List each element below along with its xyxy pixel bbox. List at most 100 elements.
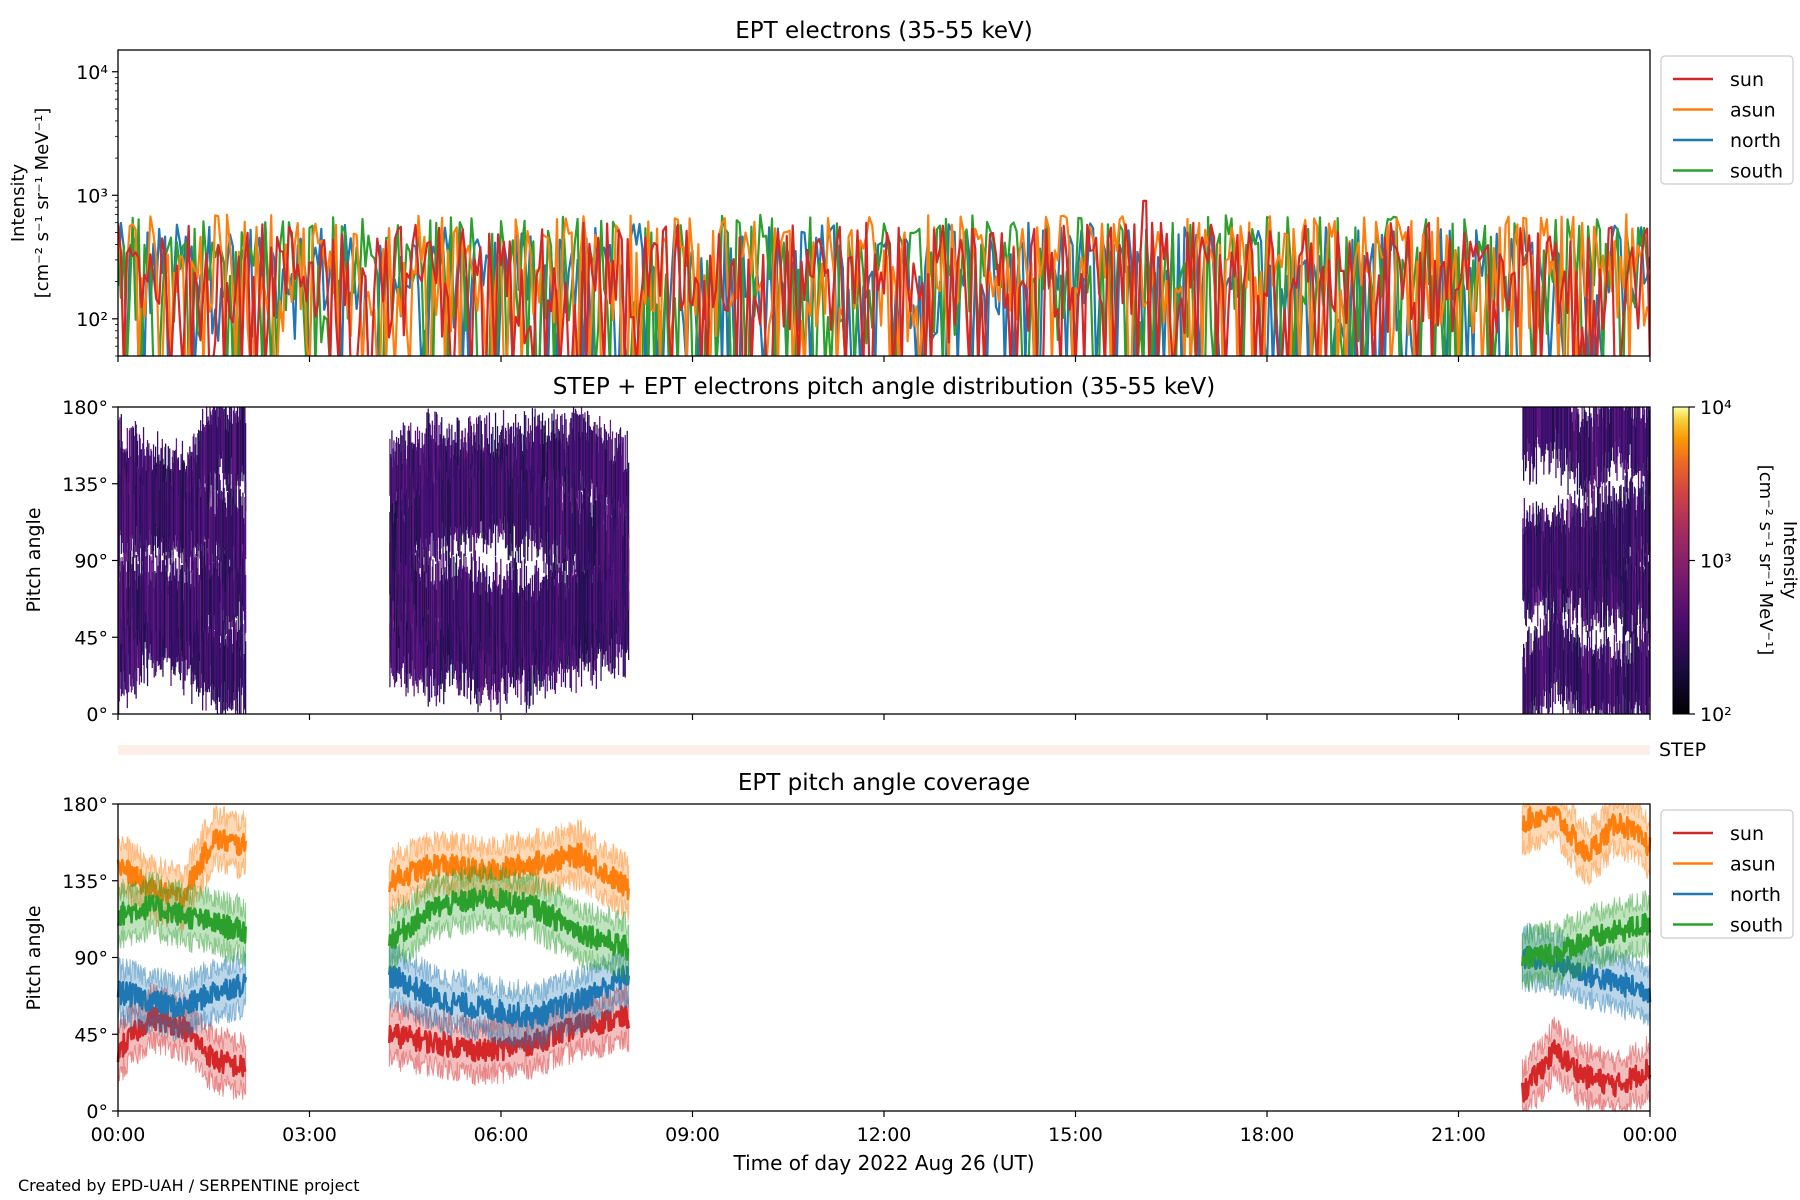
pad-cell — [230, 515, 233, 567]
pad-cell — [401, 435, 403, 490]
pad-cell — [517, 488, 519, 551]
pad-cell — [1528, 407, 1530, 444]
pad-cell — [554, 619, 556, 690]
pad-cell — [1629, 407, 1632, 442]
pad-cell — [1628, 407, 1630, 455]
pad-cell — [1578, 414, 1580, 464]
pad-cell — [609, 545, 612, 611]
pad-cell — [152, 491, 155, 552]
pad-cell — [151, 471, 153, 555]
pad-cell — [215, 556, 217, 629]
pad-cell — [1564, 520, 1566, 579]
pad-cell — [171, 580, 173, 670]
pad-cell — [394, 542, 396, 632]
pad-cell — [130, 550, 132, 638]
pad-cell — [413, 548, 415, 605]
pad-cell — [562, 425, 564, 477]
pad-cell — [1539, 407, 1542, 449]
pad-cell — [130, 631, 132, 687]
pad-cell — [615, 604, 617, 657]
pad-cell — [461, 578, 463, 642]
pad-cell — [1571, 517, 1573, 571]
pad-cell — [1634, 628, 1636, 705]
pad-cell — [483, 452, 485, 540]
pad-cell — [214, 631, 216, 687]
pad-cell — [136, 589, 139, 646]
pad-cell — [466, 627, 468, 699]
pad-cell — [405, 565, 407, 625]
pad-cell — [225, 507, 227, 556]
pad-cell — [564, 413, 566, 482]
pad-cell — [170, 599, 172, 686]
pad-cell — [203, 545, 205, 632]
pad-cell — [1613, 569, 1615, 630]
pad-cell — [213, 407, 215, 491]
pad-cell — [576, 582, 578, 634]
pad-cell — [415, 495, 417, 545]
pad-cell — [486, 565, 488, 629]
pad-cell — [458, 465, 460, 540]
pad-cell — [1625, 541, 1627, 635]
pad-cell — [402, 612, 404, 664]
pad-cell — [1576, 642, 1578, 692]
pad-cell — [122, 626, 124, 694]
pad-cell — [564, 599, 567, 655]
pad-cell — [1524, 532, 1526, 600]
pad-cell — [1646, 407, 1648, 457]
pad-cell — [439, 434, 441, 494]
pad-cell — [157, 459, 159, 528]
pad-cell — [422, 485, 425, 550]
pad-cell — [126, 451, 128, 544]
pad-cell — [1571, 411, 1573, 462]
pad-cell — [509, 485, 511, 556]
pad-cell — [132, 426, 134, 518]
pad-cell — [450, 578, 452, 652]
pad-cell — [148, 584, 150, 657]
pad-cell — [551, 413, 553, 506]
pad-cell — [132, 548, 135, 641]
pad-cell — [185, 573, 187, 656]
pad-cell — [621, 539, 624, 598]
pad-cell — [1561, 611, 1563, 686]
pad-cell — [1559, 407, 1561, 462]
pad-cell — [1551, 521, 1553, 598]
pad-cell — [245, 423, 247, 512]
pad-cell — [512, 478, 514, 568]
pad-cell — [482, 563, 484, 651]
pad-cell — [543, 481, 546, 552]
pad-cell — [396, 436, 398, 492]
pad-cell — [518, 493, 520, 547]
coverage-line-asun — [1521, 806, 1652, 862]
pad-cell — [585, 440, 587, 504]
pad-cell — [1621, 559, 1624, 618]
pad-cell — [1548, 648, 1550, 713]
pad-cell — [556, 414, 558, 509]
pad-cell — [1637, 407, 1639, 463]
pad-cell — [235, 523, 237, 619]
pad-cell — [599, 416, 601, 512]
pad-cell — [431, 583, 433, 650]
pad-cell — [1623, 486, 1625, 545]
pad-cell — [1597, 648, 1599, 714]
pad-cell — [597, 566, 599, 654]
pad-cell — [573, 492, 575, 556]
pad-cell — [241, 407, 243, 466]
pad-cell — [551, 620, 553, 676]
pad-cell — [435, 480, 437, 541]
pad-cell — [197, 553, 199, 621]
pad-cell — [515, 562, 517, 656]
pad-cell — [1645, 496, 1647, 578]
pad-cell — [552, 420, 554, 503]
pad-cell — [1600, 407, 1603, 472]
pad-cell — [603, 482, 606, 572]
pad-cell — [578, 567, 581, 659]
pad-cell — [546, 469, 548, 532]
pad-cell — [175, 570, 178, 641]
pad-cell — [238, 647, 241, 714]
pad-cell — [422, 463, 424, 552]
pad-cell — [132, 598, 134, 679]
pad-cell — [1626, 410, 1628, 482]
pad-cell — [570, 428, 573, 517]
pad-cell — [391, 524, 393, 597]
pad-cell — [180, 564, 182, 639]
